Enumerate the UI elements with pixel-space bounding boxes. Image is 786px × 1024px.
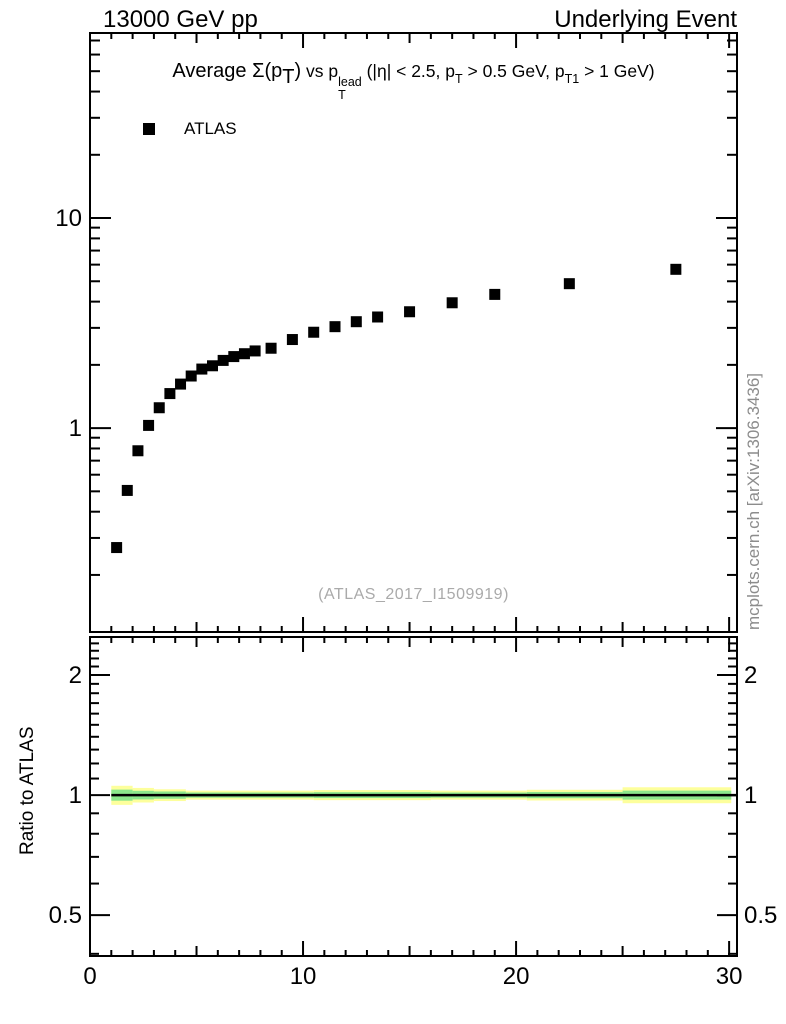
data-point-marker: [489, 288, 501, 300]
axis-tick-label: 30: [716, 963, 743, 990]
axis-tick-label: 20: [503, 963, 530, 990]
data-point-marker: [121, 484, 133, 496]
subscript: T: [282, 66, 295, 88]
plot-title-segment: Average: [172, 60, 253, 82]
axis-tick-label: 1: [69, 782, 82, 809]
data-point-marker: [111, 542, 123, 554]
data-point-marker: [196, 363, 208, 375]
analysis-id-watermark: (ATLAS_2017_I1509919): [318, 586, 509, 603]
plot-title-segment: Σ: [252, 60, 265, 82]
plot-title-segment: (p: [264, 60, 283, 82]
data-point-marker: [206, 360, 218, 372]
data-point-marker: [153, 402, 165, 414]
legend: ATLAS: [143, 119, 237, 139]
data-point-marker: [350, 316, 362, 328]
plot-title-segment: (|η| < 2.5, p: [361, 61, 455, 81]
plot-title-segment: vs p: [301, 61, 339, 81]
axis-tick-label: 10: [55, 205, 82, 232]
data-point-marker: [217, 354, 229, 366]
data-point-marker: [185, 370, 197, 382]
data-point-marker: [164, 388, 176, 400]
axis-tick-labels: 0 10 20 30 1 10 0.5 0.5 1 1 2 2: [49, 205, 778, 990]
axis-tick-label: 10: [290, 963, 317, 990]
axis-tick-label: 2: [69, 662, 82, 689]
data-point-marker: [175, 378, 187, 390]
plot-title-segment: > 1 GeV): [579, 61, 655, 81]
data-point-marker: [249, 345, 261, 357]
data-point-marker: [265, 342, 277, 354]
subscript: T: [454, 72, 463, 86]
axis-tick-label: 0: [83, 963, 96, 990]
data-point-marker: [329, 321, 341, 333]
axis-tick-label: 1: [69, 415, 82, 442]
legend-label: ATLAS: [184, 119, 237, 138]
data-points: [111, 263, 682, 554]
data-point-marker: [372, 311, 384, 323]
ratio-uncertainty-band: [111, 785, 737, 805]
axis-tick-label: 0.5: [49, 902, 82, 929]
plot-title-segment: > 0.5 GeV, p: [462, 61, 565, 81]
ratio-axis-title: Ratio to ATLAS: [17, 726, 38, 856]
panel-frames: [89, 32, 738, 957]
filled-square-marker-icon: [143, 123, 155, 135]
ratio-panel-frame: [89, 636, 738, 957]
beam-energy-label: 13000 GeV pp: [103, 6, 258, 33]
data-point-marker: [404, 306, 416, 318]
axis-ticks: [89, 33, 737, 956]
mcplots-attribution: mcplots.cern.ch [arXiv:1306.3436]: [744, 372, 763, 630]
main-panel-frame: [89, 32, 738, 633]
analysis-category-label: Underlying Event: [554, 6, 737, 33]
data-point-marker: [308, 326, 320, 338]
data-point-marker: [286, 334, 298, 346]
axis-tick-label: 1: [744, 782, 757, 809]
data-point-marker: [446, 297, 458, 309]
plot-title: Average Σ(pT) vs p lead T (|η| < 2.5, pT >…: [90, 60, 737, 101]
axis-tick-label: 0.5: [744, 902, 777, 929]
data-point-marker: [670, 263, 682, 275]
data-point-marker: [228, 351, 240, 363]
axis-tick-label: 2: [744, 662, 757, 689]
plot-title-segment: ): [294, 60, 302, 82]
data-point-marker: [143, 419, 155, 431]
data-point-marker: [238, 348, 250, 360]
data-point-marker: [132, 445, 144, 457]
data-point-marker: [563, 278, 575, 290]
subscript: T1: [564, 72, 580, 86]
sub-sup-script: lead T: [338, 75, 362, 102]
